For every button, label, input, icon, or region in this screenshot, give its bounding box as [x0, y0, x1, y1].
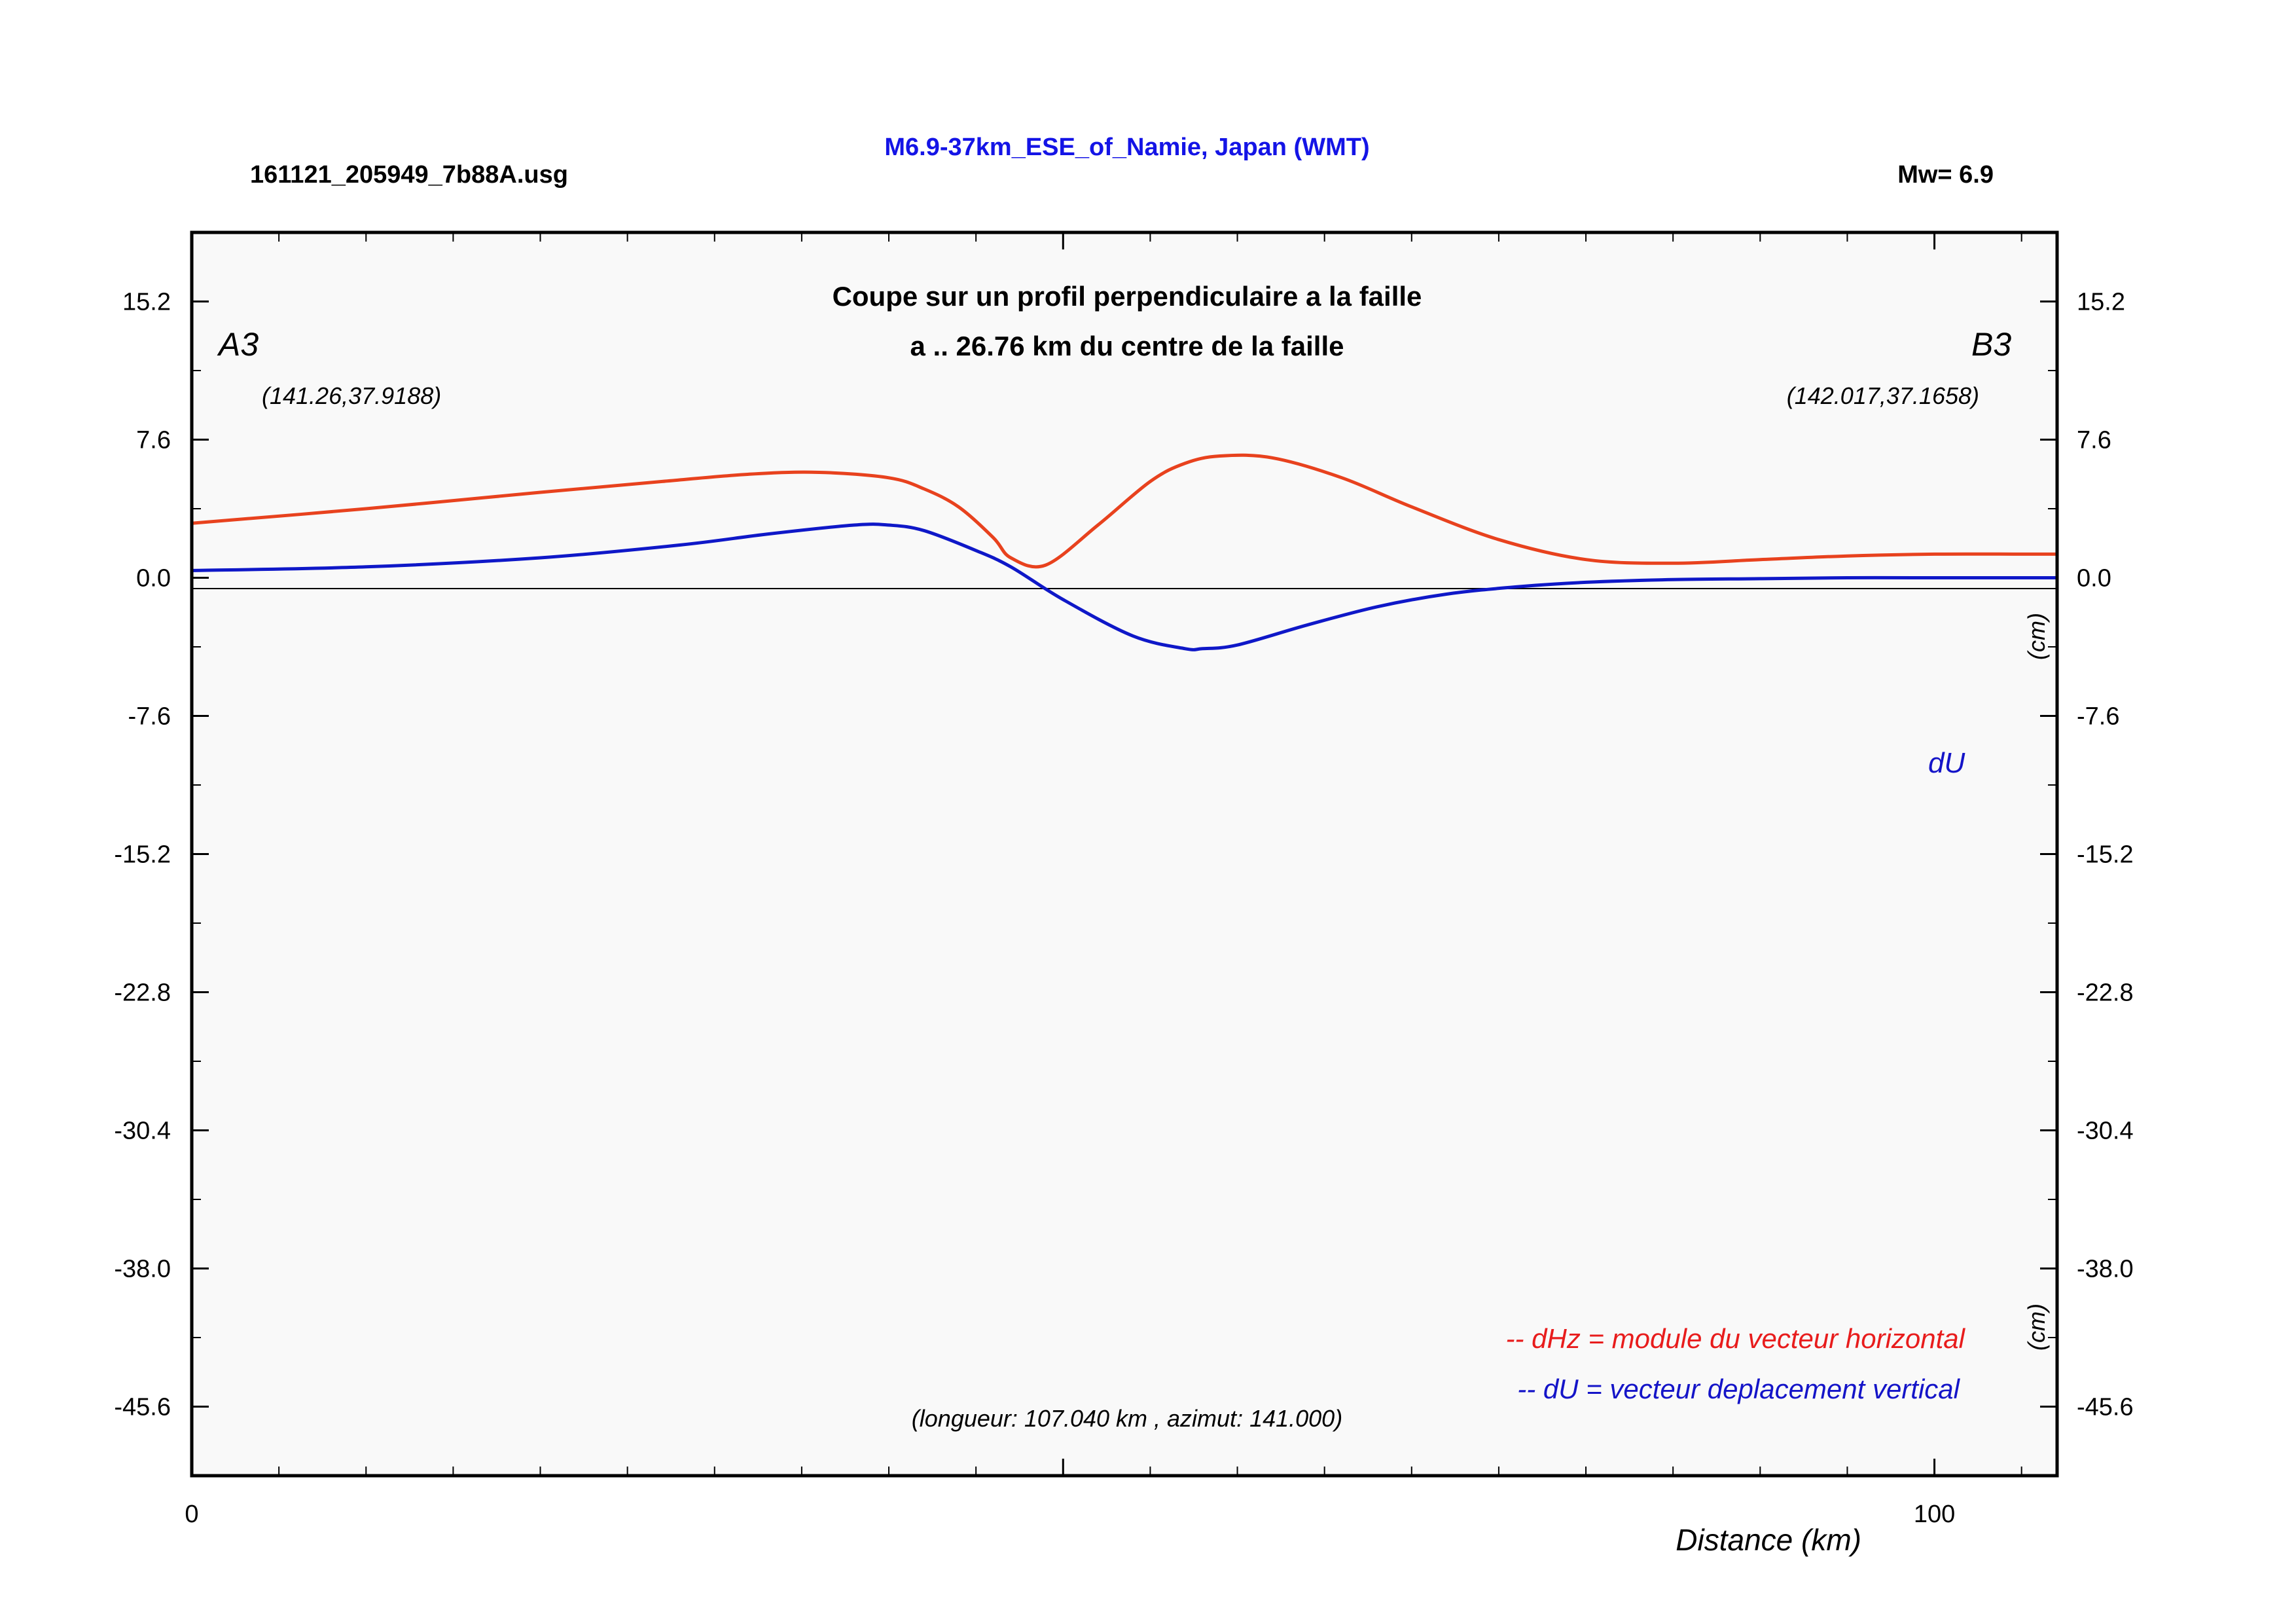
legend-dhz: -- dHz = module du vecteur horizontal	[1505, 1323, 1965, 1354]
file-name: 161121_205949_7b88A.usg	[250, 161, 568, 189]
y-tick-label-right: 15.2	[2077, 289, 2125, 316]
profile-subtitle-2: a .. 26.76 km du centre de la faille	[910, 331, 1344, 361]
profile-info: (longueur: 107.040 km , azimut: 141.000)	[912, 1405, 1342, 1432]
y-tick-label-right: -30.4	[2077, 1118, 2134, 1145]
y-tick-label-left: 0.0	[136, 565, 171, 593]
y-tick-label-left: -30.4	[114, 1118, 171, 1145]
series-line-du	[191, 522, 2057, 651]
profile-subtitle-1: Coupe sur un profil perpendiculaire a la…	[833, 281, 1422, 312]
du-series-label: dU	[1928, 747, 1965, 779]
y-tick-label-left: -15.2	[114, 841, 171, 869]
x-tick-label: 0	[185, 1501, 198, 1528]
point-b-coords: (142.017,37.1658)	[1787, 382, 1979, 409]
y-tick-label-left: -45.6	[114, 1394, 171, 1421]
plot-frame	[190, 230, 2059, 1478]
y-tick-label-left: -38.0	[114, 1256, 171, 1283]
chart-title: M6.9-37km_ESE_of_Namie, Japan (WMT)	[884, 134, 1369, 161]
y-tick-label-right: 7.6	[2077, 427, 2111, 454]
unit-label-bottom: (cm)	[2023, 1304, 2050, 1351]
y-tick-label-left: 15.2	[122, 289, 171, 316]
y-tick-label-right: -45.6	[2077, 1394, 2134, 1421]
x-axis-label: Distance (km)	[1676, 1523, 1861, 1557]
y-tick-label-right: -38.0	[2077, 1256, 2134, 1283]
y-tick-label-right: -7.6	[2077, 703, 2119, 731]
y-tick-label-left: 7.6	[136, 427, 171, 454]
x-tick-labels: 0 100	[185, 1501, 1955, 1528]
y-tick-label-right: -22.8	[2077, 979, 2134, 1007]
data-series	[191, 453, 2057, 651]
y-tick-labels: 15.2 15.2 7.6 7.6 0.0 0.0 -7.6 -7.6 -15.2 -15.2 -2…	[114, 289, 2133, 1421]
point-a-coords: (141.26,37.9188)	[262, 382, 441, 409]
y-tick-label-left: -22.8	[114, 979, 171, 1007]
point-a-label: A3	[217, 326, 259, 363]
magnitude-label: Mw= 6.9	[1897, 161, 1994, 189]
legend-du: -- dU = vecteur deplacement vertical	[1517, 1374, 1960, 1404]
y-tick-label-right: -15.2	[2077, 841, 2134, 869]
x-tick-label: 100	[1914, 1501, 1955, 1528]
plot-area	[192, 232, 2057, 1476]
series-line-dhz	[191, 453, 2057, 569]
point-b-label: B3	[1971, 326, 2011, 363]
y-tick-label-left: -7.6	[128, 703, 171, 731]
y-tick-label-right: 0.0	[2077, 565, 2111, 593]
unit-label-top: (cm)	[2023, 613, 2050, 660]
